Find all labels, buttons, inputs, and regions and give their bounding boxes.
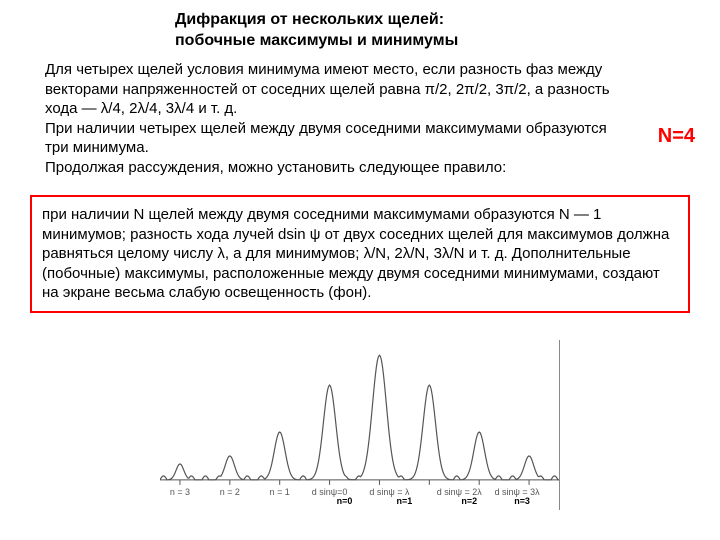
svg-text:n = 2: n = 2 — [220, 487, 240, 497]
para-3: Продолжая рассуждения, можно установить … — [45, 159, 506, 176]
svg-text:n = 1: n = 1 — [270, 487, 290, 497]
body-text: Для четырех щелей условия минимума имеют… — [45, 60, 625, 177]
svg-text:n = 3: n = 3 — [170, 487, 190, 497]
rule-box: при наличии N щелей между двумя соседним… — [30, 195, 690, 313]
svg-text:n=0: n=0 — [337, 496, 353, 506]
para-2: При наличии четырех щелей между двумя со… — [45, 120, 607, 157]
svg-text:n=1: n=1 — [397, 496, 413, 506]
svg-text:n=3: n=3 — [514, 496, 530, 506]
svg-text:n=2: n=2 — [461, 496, 477, 506]
title-line-1: Дифракция от нескольких щелей: — [175, 11, 444, 28]
para-1: Для четырех щелей условия минимума имеют… — [45, 61, 610, 117]
chart-svg: n = 3n = 2n = 1d sinψ=0n=0d sinψ = λn=1d… — [160, 340, 559, 510]
n-equals-label: N=4 — [658, 125, 695, 148]
rule-text: при наличии N щелей между двумя соседним… — [42, 206, 669, 301]
page-title: Дифракция от нескольких щелей: побочные … — [175, 10, 458, 52]
title-line-2: побочные максимумы и минимумы — [175, 32, 458, 49]
diffraction-chart: n = 3n = 2n = 1d sinψ=0n=0d sinψ = λn=1d… — [160, 340, 560, 510]
